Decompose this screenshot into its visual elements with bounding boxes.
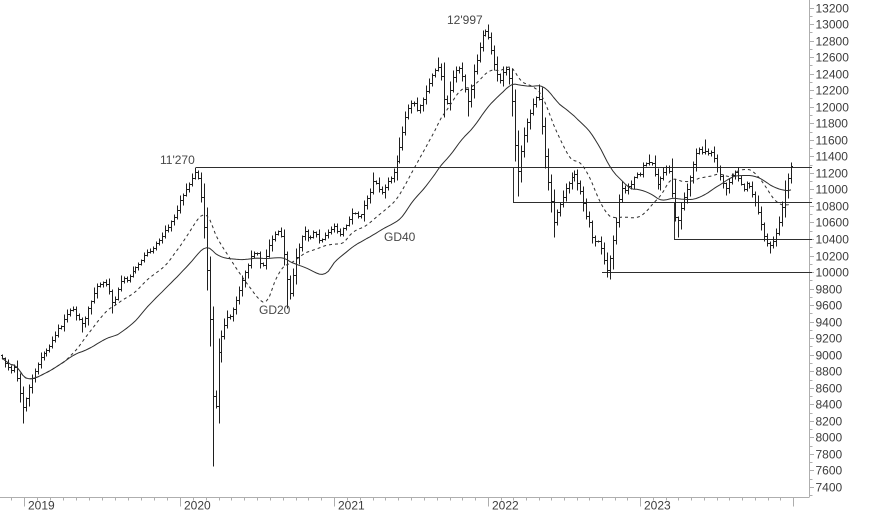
y-axis-label: 9000 [816,349,843,363]
y-axis-label: 10800 [816,200,850,214]
y-axis-label: 8600 [816,382,843,396]
support-resistance-lines [196,167,812,273]
x-axis-label: 2019 [28,499,55,513]
y-axis-label: 8200 [816,415,843,429]
x-axis-label: 2022 [492,499,519,513]
annotation-peak-value: 12'997 [447,13,483,27]
x-axis-label: 2023 [644,499,671,513]
price-bars [1,24,793,467]
gd20-line [1,66,792,380]
y-axis-label: 9800 [816,283,843,297]
y-axis-label: 9200 [816,332,843,346]
y-axis-label: 11600 [816,134,849,148]
y-axis-label: 11800 [816,117,849,131]
x-axis-label: 2020 [184,499,211,513]
label-gd40: GD40 [384,230,416,244]
y-axis-label: 12800 [816,35,850,49]
y-axis-label: 8800 [816,365,843,379]
y-axis-label: 13000 [816,18,850,32]
y-axis-label: 10400 [816,233,850,247]
y-axis-label: 9600 [816,299,843,313]
y-axis-label: 13200 [816,2,850,16]
annotation-resistance-value: 11'270 [160,153,195,167]
y-axis-label: 10000 [816,266,850,280]
y-axis-label: 10200 [816,250,850,264]
label-gd20: GD20 [259,303,291,317]
y-axis-label: 7800 [816,448,843,462]
y-axis-label: 11200 [816,167,849,181]
y-axis-label: 7400 [816,481,843,495]
y-axis-label: 8000 [816,431,843,445]
y-axis-label: 12200 [816,84,850,98]
y-axis-label: 11000 [816,183,849,197]
x-axis-label: 2021 [338,499,365,513]
y-axis-label: 12000 [816,101,850,115]
y-axis-label: 8400 [816,398,843,412]
y-axis-label: 12400 [816,68,850,82]
y-axis-label: 12600 [816,51,850,65]
y-axis-label: 9400 [816,316,843,330]
y-axis: 13200 13000 12800 12600 12400 12200 12000 11800… [809,2,850,496]
axes [0,0,810,498]
x-axis: 2019 2020 2021 2022 2023 [11,497,794,513]
gd40-line [1,83,792,380]
y-axis-label: 7600 [816,464,843,478]
y-axis-label: 11400 [816,150,849,164]
y-axis-label: 10600 [816,216,850,230]
